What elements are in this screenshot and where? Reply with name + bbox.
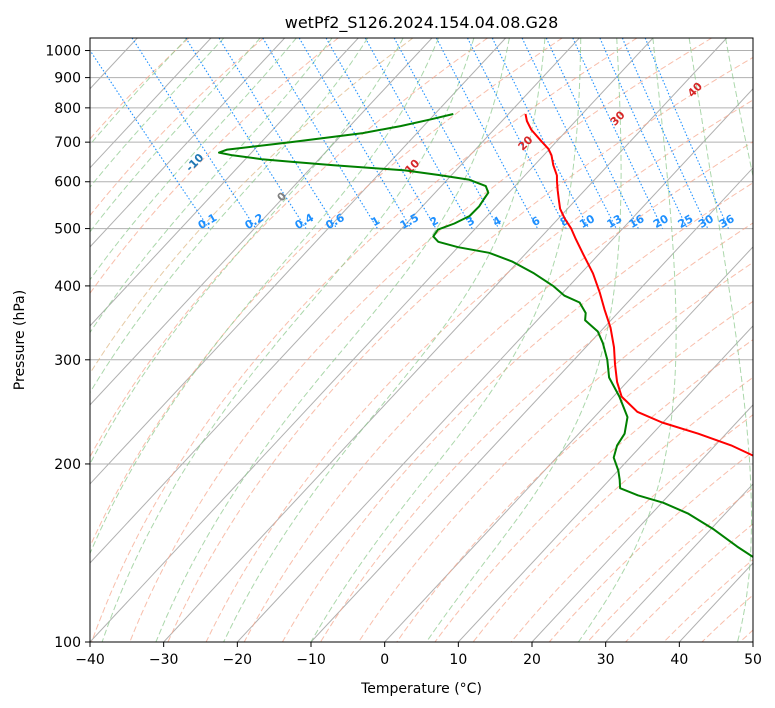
isotherm-line [90, 38, 359, 327]
dry-adiabat [90, 38, 563, 548]
x-tick-label: 0 [380, 652, 389, 668]
mixing-ratio-line [435, 38, 539, 229]
isotherm-line [90, 38, 433, 406]
x-axis-label: Temperature (°C) [360, 681, 482, 697]
x-tick-label: −30 [149, 652, 179, 668]
mixing-ratio-line [393, 38, 500, 229]
x-tick-label: −20 [223, 652, 253, 668]
y-tick-label: 700 [54, 135, 81, 151]
y-tick-label: 300 [54, 353, 81, 369]
y-tick-label: 1000 [45, 44, 81, 60]
isotherm-line [90, 38, 212, 169]
y-tick-label: 600 [54, 175, 81, 191]
mixing-ratio-line [325, 38, 437, 229]
y-axis-ticks: 100 200 300 400 500 600 700 800 900 1000 [45, 44, 90, 651]
moist-adiabat [155, 38, 510, 642]
x-tick-label: 30 [597, 652, 615, 668]
mixing-ratio-line [491, 38, 590, 229]
mixing-ratio-line [521, 38, 617, 229]
dry-adiabat [320, 222, 753, 642]
x-tick-label: 10 [449, 652, 467, 668]
y-tick-label: 500 [54, 222, 81, 238]
y-axis-label: Pressure (hPa) [12, 290, 28, 390]
x-tick-label: −40 [75, 652, 105, 668]
x-tick-label: 50 [744, 652, 762, 668]
profile-lines [218, 113, 753, 559]
isotherm-line [236, 88, 753, 642]
mixing-ratio-line [364, 38, 473, 229]
moist-adiabat [90, 38, 369, 394]
x-tick-label: 20 [523, 652, 541, 668]
mixing-ratio-lines [90, 38, 730, 229]
moist-adiabat [688, 38, 752, 642]
dry-adiabat [205, 99, 753, 642]
chart-title: wetPf2_S126.2024.154.04.08.G28 [285, 13, 559, 33]
y-tick-label: 400 [54, 279, 81, 295]
isotherm-line [457, 325, 753, 642]
moist-adiabat [90, 38, 225, 188]
mixing-ratio-line [545, 38, 639, 229]
isotherm-line [163, 38, 728, 642]
mixing-ratio-line [131, 38, 257, 229]
moist-adiabat [90, 38, 261, 233]
skewed-isotherms [90, 38, 753, 642]
profile-line [524, 113, 753, 457]
isotherm-line [90, 38, 286, 248]
x-tick-label: −10 [296, 652, 326, 668]
moist-adiabat [101, 38, 475, 642]
mixing-ratio-line [218, 38, 338, 229]
dry-adiabat [90, 38, 414, 375]
plot-frame [89, 37, 754, 643]
dry-adiabat [625, 523, 753, 642]
isotherm-line [90, 38, 654, 642]
isotherm-line [90, 38, 507, 485]
dry-adiabat [167, 56, 753, 642]
moist-adiabat [223, 38, 546, 642]
x-tick-label: 40 [670, 652, 688, 668]
dry-adiabat [90, 38, 264, 217]
dry-adiabat [587, 487, 753, 642]
pressure-gridlines [90, 50, 753, 642]
isotherm-line [90, 38, 580, 564]
dry-adiabat [396, 300, 753, 642]
mixing-ratio-line [467, 38, 567, 229]
moist-adiabat [90, 38, 404, 465]
y-tick-label: 900 [54, 71, 81, 87]
mixing-ratio-line [572, 38, 664, 229]
isotherm-line [531, 404, 753, 642]
profile-line [218, 113, 753, 559]
y-tick-label: 100 [54, 635, 81, 651]
dry-adiabat [243, 141, 753, 642]
moist-adiabat [577, 38, 677, 642]
dry-adiabat [358, 261, 753, 642]
isotherm-line [605, 483, 753, 642]
y-tick-label: 800 [54, 101, 81, 117]
mixing-ratio-line [185, 38, 307, 229]
y-tick-label: 200 [54, 457, 81, 473]
x-axis-ticks: −40 −30 −20 −10 0 10 20 30 40 50 [75, 642, 762, 668]
isotherm-line [384, 246, 753, 642]
dry-adiabat [281, 182, 753, 642]
dry-adiabat [129, 38, 712, 642]
moist-adiabat [90, 38, 439, 555]
